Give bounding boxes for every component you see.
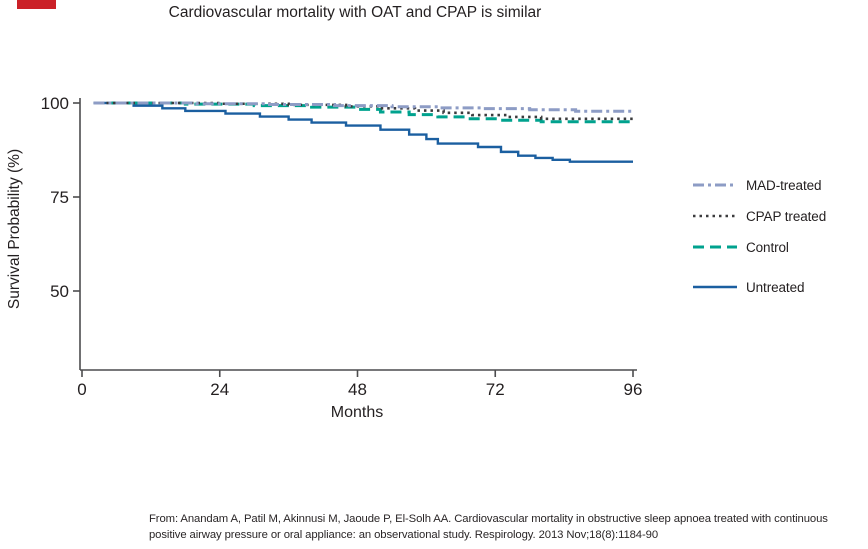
legend-label-cpap-treated: CPAP treated [746, 208, 827, 224]
series-mad-treated [93, 101, 633, 113]
legend-label-mad-treated: MAD-treated [746, 177, 822, 193]
legend-item-mad-treated: MAD-treated [692, 177, 822, 193]
legend-item-cpap-treated: CPAP treated [692, 208, 826, 224]
citation: From: Anandam A, Patil M, Akinnusi M, Ja… [149, 512, 864, 543]
y-tick-label: 100 [41, 94, 69, 113]
legend-item-untreated: Untreated [692, 279, 804, 295]
data-series [93, 101, 633, 163]
axes: 100 75 50 0 24 48 72 96 [41, 94, 643, 399]
series-untreated [93, 101, 633, 163]
x-axis-label: Months [331, 404, 383, 421]
x-tick-label: 48 [348, 380, 367, 399]
legend-label-untreated: Untreated [746, 279, 805, 295]
citation-line-2: positive airway pressure or oral applian… [149, 528, 659, 541]
corner-red-mark [17, 0, 56, 9]
y-tick-label: 50 [50, 282, 69, 301]
x-tick-label: 72 [486, 380, 505, 399]
x-tick-label: 0 [77, 380, 86, 399]
series-cpap-treated [93, 101, 633, 121]
y-tick-label: 75 [50, 188, 69, 207]
legend-label-control: Control [746, 239, 789, 255]
y-axis-label: Survival Probability (%) [6, 149, 23, 309]
citation-line-1: From: Anandam A, Patil M, Akinnusi M, Ja… [149, 513, 828, 525]
x-tick-label: 96 [624, 380, 643, 399]
x-tick-label: 24 [210, 380, 229, 399]
chart-title: Cardiovascular mortality with OAT and CP… [169, 4, 542, 21]
legend-item-control: Control [692, 239, 789, 255]
